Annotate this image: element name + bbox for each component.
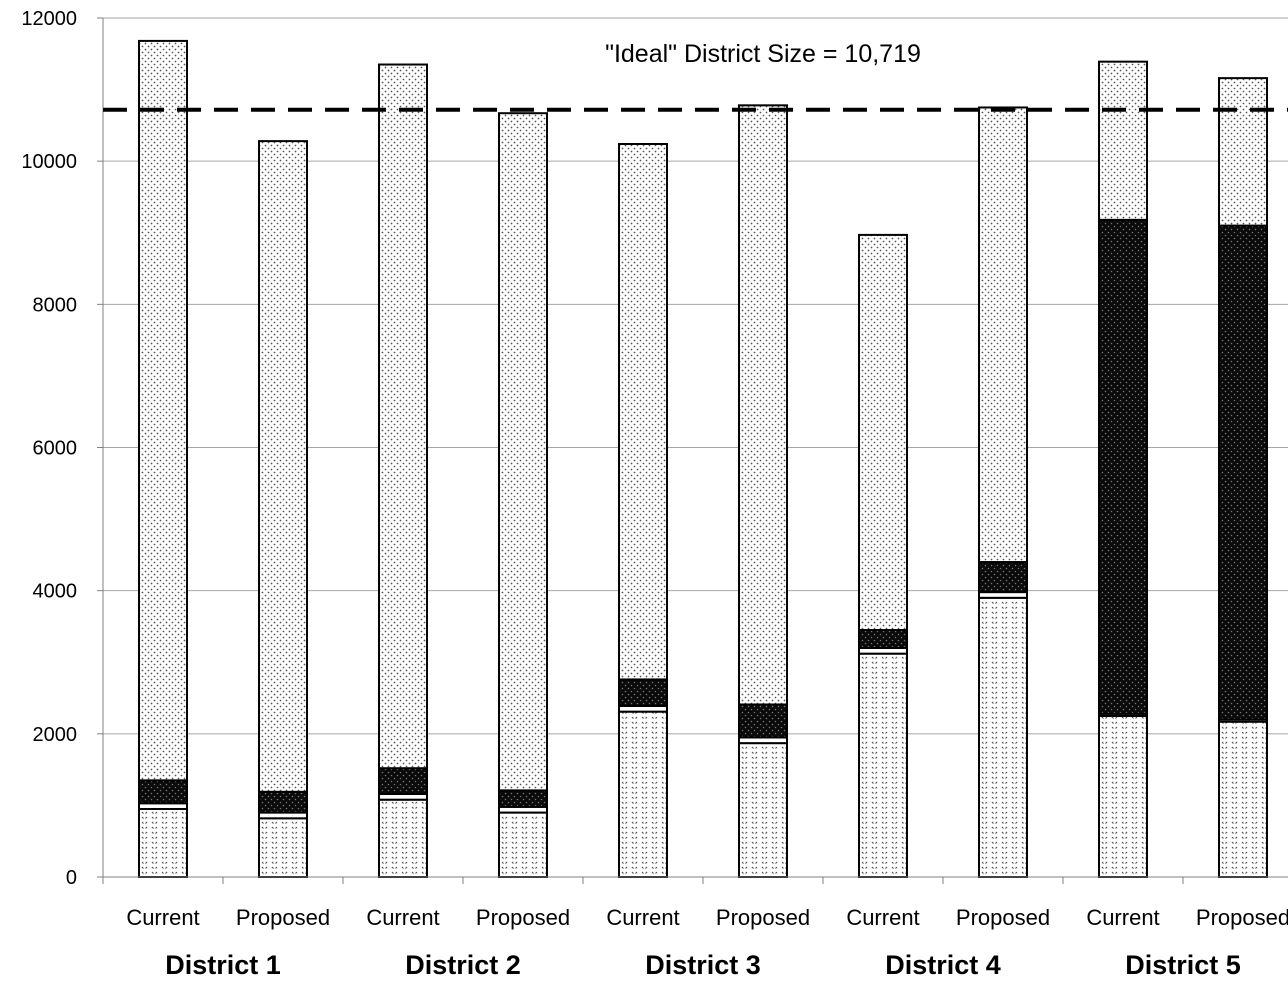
bar-segment: [498, 112, 548, 792]
bar-segment: [378, 767, 428, 795]
bar-segment: [258, 790, 308, 814]
y-tick-label: 10000: [21, 151, 77, 173]
district-group-label: District 4: [885, 950, 1001, 980]
district-group-label: District 5: [1125, 950, 1241, 980]
bar-segment: [978, 561, 1028, 594]
bar-segment: [138, 779, 188, 805]
bar-segment: [1218, 77, 1268, 227]
bar-segment: [258, 817, 308, 879]
bar-segment: [258, 140, 308, 793]
y-tick-label: 6000: [33, 438, 78, 460]
bar-segment: [498, 789, 548, 808]
x-category-label: Proposed: [476, 905, 570, 930]
x-category-label: Current: [846, 905, 919, 930]
bar-segment: [978, 106, 1028, 564]
bar-segment: [138, 39, 188, 782]
bars: [138, 39, 1268, 879]
bar-segment: [1098, 218, 1148, 715]
y-tick-label: 2000: [33, 724, 78, 746]
district-group-label: District 2: [405, 950, 521, 980]
bar-segment: [1218, 720, 1268, 879]
bar-segment: [858, 629, 908, 649]
bar-segment: [618, 710, 668, 879]
y-tick-label: 12000: [21, 8, 77, 30]
bar-segment: [1098, 714, 1148, 878]
bar-segment: [738, 104, 788, 706]
x-category-label: Proposed: [716, 905, 810, 930]
bar-segment: [1098, 60, 1148, 221]
bar-segment: [498, 811, 548, 879]
x-category-label: Proposed: [1196, 905, 1288, 930]
x-category-label: Proposed: [236, 905, 330, 930]
district-group-label: District 1: [165, 950, 281, 980]
bar-segment: [138, 807, 188, 879]
x-category-label: Current: [366, 905, 439, 930]
labels: 0 2000 4000 6000 8000 10000 12000 Current Propos…: [21, 8, 1288, 980]
y-tick-label: 0: [66, 867, 77, 889]
reference-layer: "Ideal" District Size = 10,719: [103, 40, 1288, 112]
y-tick-label: 4000: [33, 581, 78, 603]
district-group-label: District 3: [645, 950, 761, 980]
x-category-label: Proposed: [956, 905, 1050, 930]
bar-segment: [1218, 224, 1268, 721]
bar-segment: [378, 63, 428, 770]
x-category-label: Current: [1086, 905, 1159, 930]
x-category-label: Current: [606, 905, 679, 930]
bar-segment: [618, 678, 668, 707]
y-tick-label: 8000: [33, 294, 78, 316]
bar-segment: [858, 233, 908, 632]
bar-segment: [978, 596, 1028, 878]
x-category-label: Current: [126, 905, 199, 930]
bar-segment: [858, 652, 908, 878]
axes: [97, 17, 1288, 884]
ideal-size-annotation: "Ideal" District Size = 10,719: [605, 40, 921, 68]
bar-segment: [738, 703, 788, 739]
bar-segment: [618, 142, 668, 681]
bar-segment: [378, 798, 428, 878]
bar-segment: [738, 742, 788, 878]
